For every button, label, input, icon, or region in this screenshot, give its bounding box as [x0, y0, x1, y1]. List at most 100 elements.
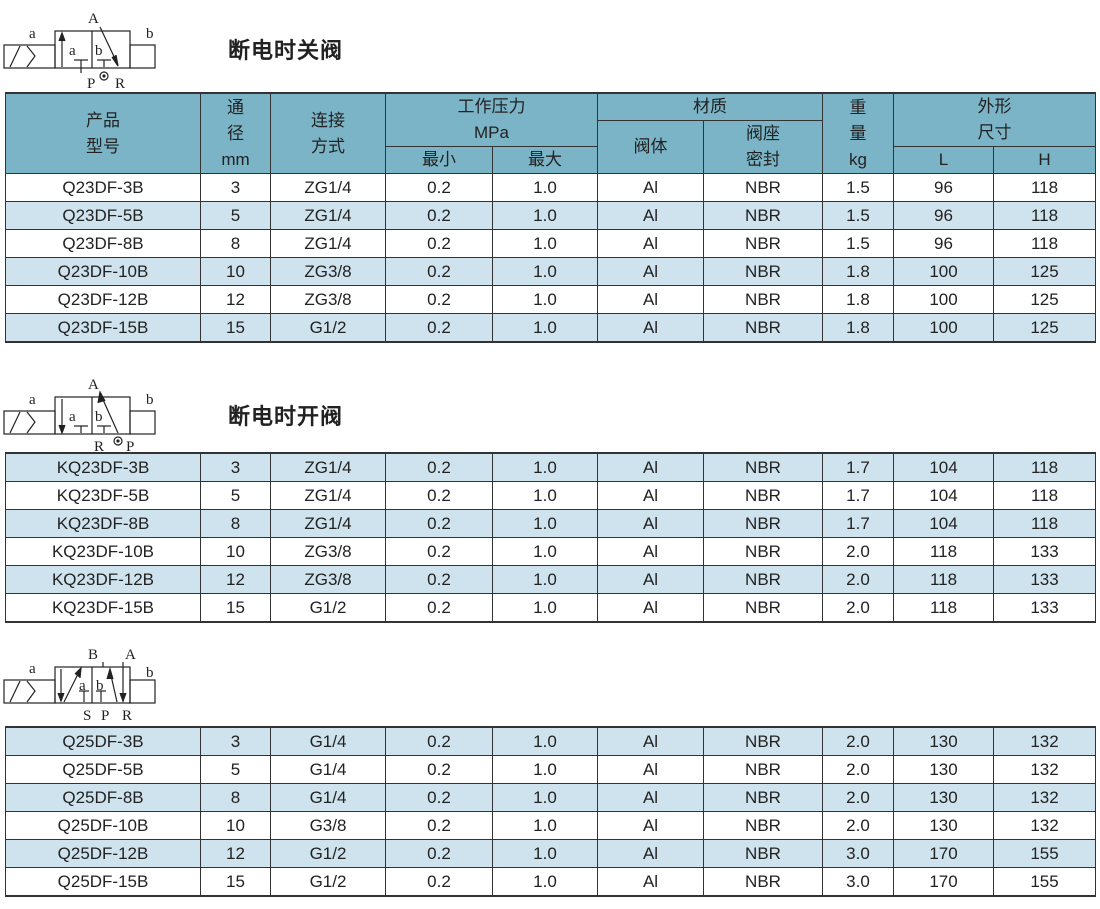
cell-connection: G1/4	[270, 755, 386, 784]
cell-pressure-min: 0.2	[385, 839, 493, 868]
cell-pressure-max: 1.0	[492, 537, 598, 566]
symbol-label: b	[95, 409, 103, 425]
header-connection: 连接 方式	[270, 92, 386, 174]
cell-connection: G1/2	[270, 593, 386, 623]
symbol-label: B	[88, 647, 98, 663]
cell-model: Q25DF-5B	[5, 755, 201, 784]
valve-symbol-3way-no: a A b a b R P	[3, 377, 156, 455]
table-row: KQ23DF-10B 10 ZG3/8 0.2 1.0 Al NBR 2.0 118 133	[5, 537, 1096, 566]
cell-bore: 8	[200, 783, 271, 812]
cell-pressure-max: 1.0	[492, 593, 598, 623]
cell-length: 96	[893, 229, 994, 258]
table-row: Q25DF-8B 8 G1/4 0.2 1.0 Al NBR 2.0 130 132	[5, 783, 1096, 812]
cell-pressure-min: 0.2	[385, 229, 493, 258]
cell-pressure-min: 0.2	[385, 726, 493, 756]
cell-pressure-max: 1.0	[492, 509, 598, 538]
cell-height: 132	[993, 811, 1096, 840]
cell-body-material: Al	[597, 565, 704, 594]
cell-model: Q23DF-8B	[5, 229, 201, 258]
cell-connection: G1/2	[270, 839, 386, 868]
cell-height: 132	[993, 726, 1096, 756]
cell-bore: 3	[200, 726, 271, 756]
cell-pressure-max: 1.0	[492, 867, 598, 897]
cell-seat-material: NBR	[703, 839, 823, 868]
symbol-label: b	[146, 665, 154, 681]
cell-weight: 1.7	[822, 452, 894, 482]
cell-body-material: Al	[597, 257, 704, 286]
cell-weight: 1.5	[822, 173, 894, 202]
cell-connection: G1/4	[270, 783, 386, 812]
cell-body-material: Al	[597, 783, 704, 812]
cell-pressure-max: 1.0	[492, 313, 598, 343]
cell-length: 104	[893, 481, 994, 510]
cell-height: 155	[993, 839, 1096, 868]
cell-height: 125	[993, 257, 1096, 286]
cell-pressure-max: 1.0	[492, 229, 598, 258]
cell-body-material: Al	[597, 726, 704, 756]
cell-bore: 3	[200, 452, 271, 482]
cell-length: 118	[893, 565, 994, 594]
cell-bore: 8	[200, 509, 271, 538]
cell-bore: 5	[200, 201, 271, 230]
cell-model: KQ23DF-15B	[5, 593, 201, 623]
cell-model: Q25DF-10B	[5, 811, 201, 840]
cell-body-material: Al	[597, 867, 704, 897]
cell-model: KQ23DF-8B	[5, 509, 201, 538]
cell-body-material: Al	[597, 811, 704, 840]
cell-pressure-max: 1.0	[492, 839, 598, 868]
cell-pressure-max: 1.0	[492, 452, 598, 482]
cell-height: 118	[993, 173, 1096, 202]
cell-pressure-max: 1.0	[492, 811, 598, 840]
cell-length: 118	[893, 593, 994, 623]
cell-weight: 2.0	[822, 593, 894, 623]
header-max: 最大	[492, 146, 598, 174]
cell-body-material: Al	[597, 509, 704, 538]
cell-connection: G3/8	[270, 811, 386, 840]
cell-length: 170	[893, 839, 994, 868]
symbol-label: a	[69, 409, 76, 425]
cell-pressure-max: 1.0	[492, 173, 598, 202]
cell-height: 118	[993, 509, 1096, 538]
table-row: Q23DF-15B 15 G1/2 0.2 1.0 Al NBR 1.8 100 125	[5, 313, 1096, 343]
header-dimensions: 外形 尺寸	[893, 92, 1096, 147]
cell-seat-material: NBR	[703, 537, 823, 566]
table-row: Q23DF-12B 12 ZG3/8 0.2 1.0 Al NBR 1.8 100 125	[5, 285, 1096, 314]
cell-connection: G1/2	[270, 867, 386, 897]
header-bore: 通径 mm	[200, 92, 271, 174]
cell-seat-material: NBR	[703, 565, 823, 594]
cell-weight: 2.0	[822, 811, 894, 840]
table-row: KQ23DF-3B 3 ZG1/4 0.2 1.0 Al NBR 1.7 104 118	[5, 452, 1096, 482]
cell-length: 130	[893, 755, 994, 784]
cell-length: 170	[893, 867, 994, 897]
cell-pressure-min: 0.2	[385, 285, 493, 314]
cell-connection: G1/4	[270, 726, 386, 756]
cell-pressure-max: 1.0	[492, 481, 598, 510]
cell-model: Q23DF-3B	[5, 173, 201, 202]
cell-height: 132	[993, 783, 1096, 812]
cell-length: 104	[893, 509, 994, 538]
cell-model: Q23DF-12B	[5, 285, 201, 314]
header-pressure: 工作压力 MPa	[385, 92, 598, 147]
cell-weight: 3.0	[822, 839, 894, 868]
cell-seat-material: NBR	[703, 481, 823, 510]
cell-body-material: Al	[597, 229, 704, 258]
cell-pressure-min: 0.2	[385, 755, 493, 784]
cell-connection: ZG1/4	[270, 481, 386, 510]
cell-model: KQ23DF-12B	[5, 565, 201, 594]
symbol-label: a	[79, 678, 86, 694]
table-row: KQ23DF-5B 5 ZG1/4 0.2 1.0 Al NBR 1.7 104 118	[5, 481, 1096, 510]
cell-length: 100	[893, 285, 994, 314]
cell-bore: 10	[200, 811, 271, 840]
cell-weight: 1.7	[822, 481, 894, 510]
cell-body-material: Al	[597, 285, 704, 314]
cell-connection: ZG1/4	[270, 173, 386, 202]
spec-table-q23df: 产品 型号 通径 mm 连接 方式 工作压力 MPa 材质 重量 kg 外形 尺寸 阀体 阀…	[5, 92, 1096, 343]
symbol-label: R	[122, 708, 132, 724]
cell-model: KQ23DF-5B	[5, 481, 201, 510]
cell-body-material: Al	[597, 537, 704, 566]
cell-height: 118	[993, 229, 1096, 258]
cell-model: Q23DF-10B	[5, 257, 201, 286]
cell-seat-material: NBR	[703, 452, 823, 482]
header-L: L	[893, 146, 994, 174]
section-title: 断电时关阀	[228, 39, 344, 64]
